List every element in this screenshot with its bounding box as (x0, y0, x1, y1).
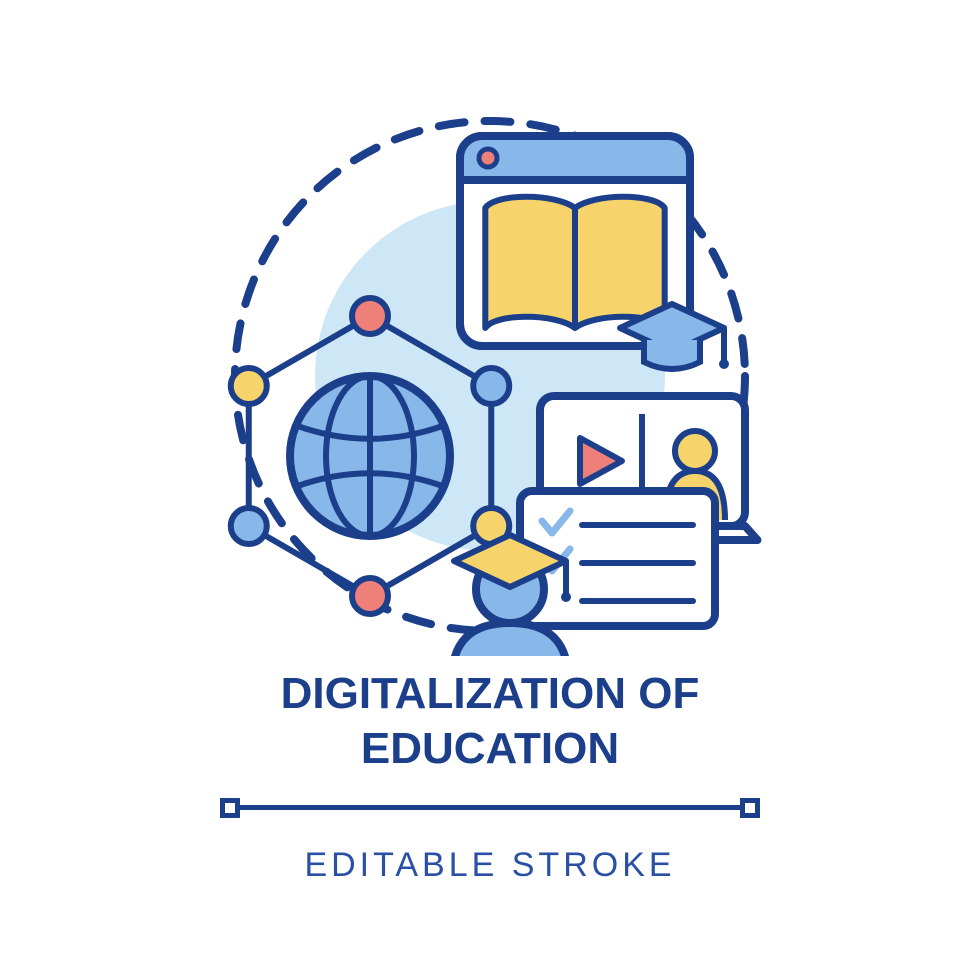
title-line-1: Digitalization of (281, 669, 700, 718)
divider-square-left (220, 798, 240, 818)
concept-illustration (210, 96, 770, 656)
title-line-2: Education (361, 724, 619, 773)
divider-square-right (740, 798, 760, 818)
browser-book-icon (460, 136, 729, 369)
divider-line (240, 805, 740, 810)
divider (220, 798, 760, 818)
main-title: Digitalization of Education (281, 666, 700, 776)
subtitle: EDITABLE STROKE (304, 846, 675, 885)
